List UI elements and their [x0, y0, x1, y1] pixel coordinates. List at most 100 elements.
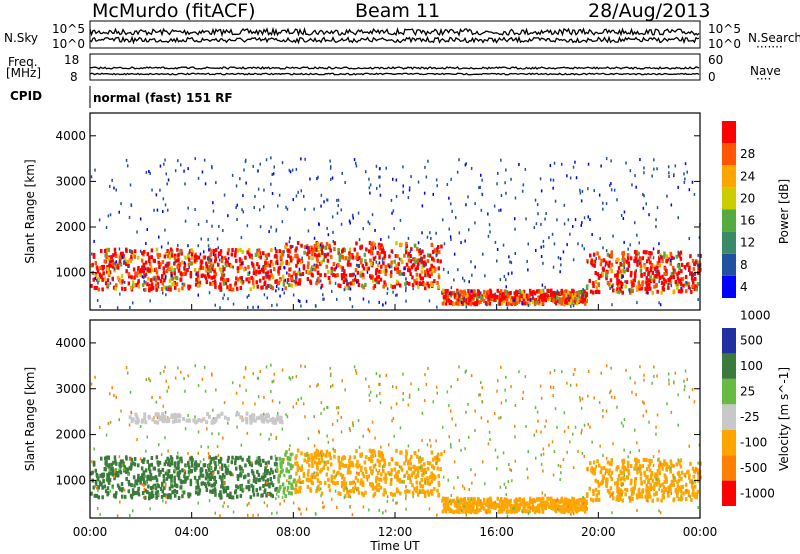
velocity-cell: [206, 474, 210, 479]
power-scatter-cell: [337, 204, 339, 208]
velocity-scatter-cell: [243, 375, 245, 379]
velocity-cell: [423, 490, 427, 495]
velocity-scatter-cell: [446, 390, 449, 394]
power-cell: [154, 283, 158, 288]
velocity-cell: [459, 497, 462, 502]
power-scatter-cell: [139, 249, 142, 253]
power-scatter-cell: [391, 250, 394, 254]
power-scatter-cell: [620, 285, 623, 288]
velocity-scatter-cell: [251, 461, 253, 465]
velocity-scatter-cell: [697, 461, 699, 465]
velocity-cell: [664, 487, 667, 491]
velocity-cell: [602, 475, 605, 480]
power-cell: [321, 244, 325, 249]
velocity-cell: [339, 472, 343, 477]
velocity-scatter-cell: [256, 376, 259, 380]
power-scatter-cell: [319, 243, 322, 247]
power-scatter-cell: [143, 288, 145, 292]
velocity-cell: [165, 476, 169, 481]
power-cell: [94, 274, 98, 279]
power-cell: [676, 286, 679, 291]
velocity-cell: [114, 494, 117, 499]
velocity-cell: [251, 471, 255, 476]
velocity-cell: [437, 474, 440, 479]
velocity-scatter-cell: [128, 423, 131, 427]
power-cell: [446, 296, 450, 301]
power-cell: [513, 295, 517, 300]
power-cell: [693, 271, 697, 276]
velocity-scatter-cell: [567, 425, 570, 429]
power-scatter-cell: [304, 157, 306, 161]
power-cell: [621, 251, 624, 256]
velocity-cell: [322, 466, 325, 471]
velocity-cell: [653, 492, 656, 497]
power-scatter-cell: [395, 178, 398, 182]
velocity-cell: [135, 491, 138, 495]
velocity-scatter-cell: [639, 365, 641, 369]
power-scatter-cell: [252, 305, 254, 309]
power-scatter-cell: [569, 176, 572, 180]
power-scatter-cell: [524, 167, 527, 171]
power-cell: [609, 266, 612, 271]
velocity-cell: [646, 474, 649, 479]
velocity-cell: [281, 482, 285, 487]
power-cell: [383, 280, 386, 285]
velocity-scatter-cell: [448, 435, 450, 439]
power-cell: [250, 261, 254, 266]
power-cell: [356, 270, 360, 275]
velocity-cell: [627, 471, 631, 476]
power-cell: [210, 275, 214, 280]
power-cell: [381, 246, 384, 251]
velocity-cell: [694, 484, 697, 489]
velocity-scatter-cell: [635, 477, 638, 480]
power-cell: [361, 272, 365, 277]
power-cell: [99, 266, 102, 270]
nave-trace: [89, 72, 700, 76]
velocity-cell: [461, 509, 464, 514]
power-cell: [540, 289, 543, 294]
power-scatter-cell: [212, 253, 215, 256]
power-cell: [316, 257, 319, 262]
velocity-scatter-cell: [297, 398, 299, 402]
velocity-cell: [139, 477, 142, 482]
power-cell: [592, 281, 595, 286]
velocity-scatter-cell: [379, 382, 381, 386]
velocity-cell: [552, 506, 555, 511]
power-scatter-cell: [119, 292, 121, 296]
velocity-cell: [169, 493, 172, 498]
power-scatter-cell: [368, 177, 370, 181]
velocity-scatter-cell: [374, 454, 377, 458]
power-cell: [107, 257, 110, 261]
velocity-cell: [210, 457, 213, 461]
velocity-cell: [317, 484, 320, 489]
velocity-cell: [535, 497, 539, 502]
power-cell: [612, 288, 615, 293]
power-scatter-cell: [252, 164, 254, 168]
velocity-cell: [649, 468, 652, 473]
power-scatter-cell: [465, 162, 467, 166]
power-scatter-cell: [343, 288, 346, 292]
power-cell: [487, 289, 490, 294]
velocity-cell: [444, 497, 447, 502]
power-scatter-cell: [695, 260, 697, 264]
power-cell: [266, 261, 269, 266]
power-cell: [263, 282, 266, 286]
power-scatter-cell: [405, 289, 407, 293]
power-cell: [580, 295, 584, 300]
velocity-scatter-cell: [657, 458, 659, 462]
velocity-cell: [675, 462, 678, 467]
velocity-cell: [649, 483, 653, 488]
power-cell: [684, 275, 688, 279]
velocity-cell: [196, 479, 199, 484]
power-cell: [300, 243, 303, 248]
power-scatter-cell: [436, 249, 438, 252]
velocity-cell: [632, 486, 635, 491]
power-scatter-cell: [450, 177, 452, 181]
power-cell: [484, 301, 488, 306]
velocity-scatter-cell: [344, 388, 346, 392]
velocity-cell: [431, 464, 434, 469]
power-cell: [514, 301, 517, 306]
velocity-scatter-cell: [653, 374, 655, 378]
power-cell: [316, 242, 319, 246]
power-cell: [676, 272, 679, 277]
